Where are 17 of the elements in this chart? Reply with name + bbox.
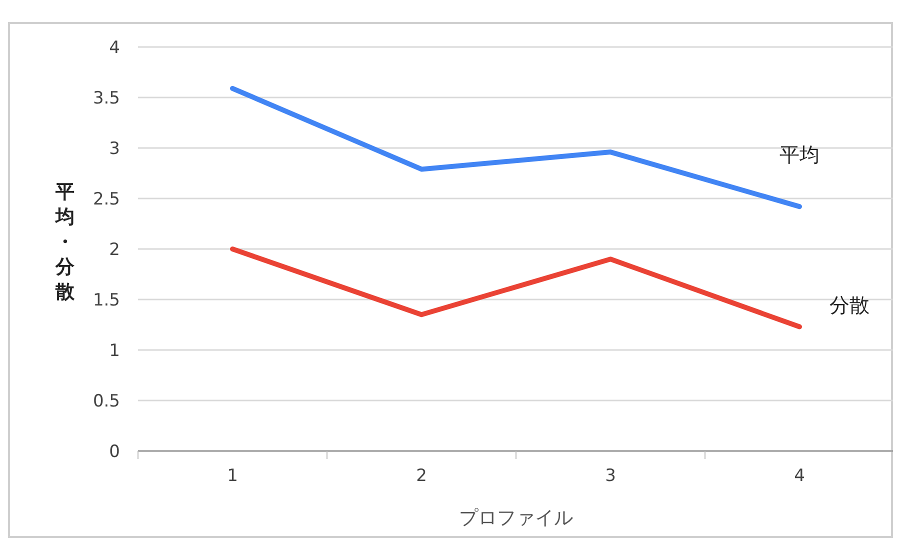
- x-axis-title: プロファイル: [459, 507, 573, 529]
- y-tick-label: 2.5: [92, 189, 120, 210]
- y-tick-label: 0.5: [92, 391, 120, 412]
- x-tick-label: 2: [416, 466, 427, 486]
- y-tick-label: 1.5: [92, 290, 120, 310]
- y-axis-title: 平均・分散: [54, 181, 76, 303]
- y-tick-label: 4: [109, 38, 120, 58]
- series-label: 分散: [830, 292, 870, 317]
- x-tick-label: 3: [605, 466, 616, 486]
- x-tick-label: 4: [794, 466, 805, 486]
- y-tick-label: 3: [109, 138, 120, 159]
- x-tick-label: 1: [227, 466, 238, 486]
- y-tick-label: 3.5: [92, 88, 120, 108]
- y-tick-label: 2: [109, 240, 120, 260]
- y-tick-label: 0: [109, 442, 120, 462]
- series-label: 平均: [780, 142, 820, 167]
- y-tick-label: 1: [109, 340, 120, 361]
